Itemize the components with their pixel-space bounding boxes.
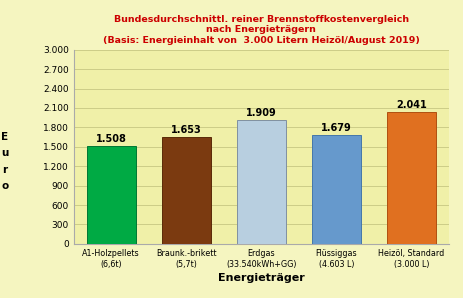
Text: 1.508: 1.508	[95, 134, 126, 144]
Text: o: o	[1, 181, 8, 191]
Bar	[237, 120, 285, 244]
Bar	[162, 137, 210, 244]
X-axis label: Energieträger: Energieträger	[218, 273, 304, 283]
Text: 1.653: 1.653	[170, 125, 201, 135]
Text: 1.679: 1.679	[320, 123, 351, 133]
Text: 1.909: 1.909	[245, 108, 276, 118]
Bar	[311, 135, 360, 244]
Text: E: E	[1, 132, 8, 142]
Bar	[386, 112, 435, 244]
Title: Bundesdurchschnittl. reiner Brennstoffkostenvergleich
nach Energieträgern
(Basis: Bundesdurchschnittl. reiner Brennstoffko…	[103, 15, 419, 45]
Bar	[87, 146, 135, 244]
Text: 2.041: 2.041	[395, 100, 426, 110]
Text: u: u	[1, 148, 8, 159]
Text: r: r	[2, 165, 7, 175]
